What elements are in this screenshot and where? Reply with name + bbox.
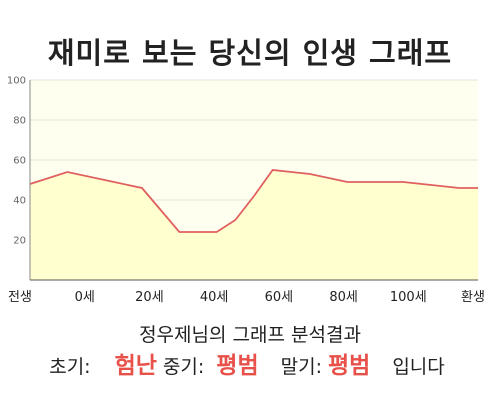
x-tick-label: 환생 — [461, 290, 485, 305]
x-tick-label: 전생 — [8, 290, 32, 305]
y-tick-label: 100 — [7, 76, 26, 87]
series-line — [29, 169, 478, 233]
series-area — [30, 170, 478, 280]
late-label: 말기: — [280, 356, 322, 378]
early-value: 험난 — [114, 353, 157, 379]
x-tick-label: 20세 — [135, 290, 164, 305]
early-label: 초기: — [49, 356, 91, 378]
y-tick-label: 60 — [13, 156, 26, 167]
mid-label: 중기: — [162, 356, 205, 378]
x-tick-label: 80세 — [329, 290, 358, 305]
result-summary: 초기: 험난 중기: 평범 말기: 평범 입니다 — [0, 346, 500, 380]
result-suffix: 입니다 — [392, 356, 445, 378]
x-tick-label: 60세 — [265, 290, 294, 305]
y-tick-label: 20 — [13, 236, 26, 247]
x-tick-label: 40세 — [200, 290, 229, 305]
x-tick-label: 100세 — [390, 290, 427, 305]
page-title: 재미로 보는 당신의 인생 그래프 — [47, 36, 453, 70]
mid-value: 평범 — [216, 353, 259, 379]
y-tick-label: 40 — [13, 196, 26, 207]
x-axis-ticks: 전생 0세 20세 40세 60세 80세 100세 환생 — [8, 290, 485, 305]
x-tick-label: 0세 — [75, 290, 95, 305]
result-name-line: 정우제님의 그래프 분석결과 — [139, 324, 361, 346]
y-tick-label: 80 — [13, 116, 26, 127]
late-value: 평범 — [328, 353, 371, 379]
y-axis-ticks: 20 40 60 80 100 — [7, 76, 26, 247]
